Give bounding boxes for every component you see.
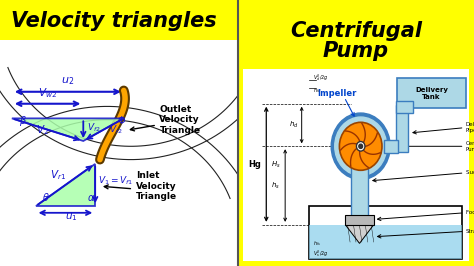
Circle shape xyxy=(359,144,363,148)
Text: $\beta$: $\beta$ xyxy=(19,114,27,128)
Bar xyxy=(309,206,462,259)
FancyBboxPatch shape xyxy=(351,152,368,218)
Text: $V_{f2}$: $V_{f2}$ xyxy=(87,121,100,134)
Polygon shape xyxy=(36,164,95,206)
Text: $V_{r2}$: $V_{r2}$ xyxy=(109,124,124,136)
Text: $h_{fd}$: $h_{fd}$ xyxy=(313,86,322,95)
Text: Suction Pipe: Suction Pipe xyxy=(466,171,474,175)
Text: $h_d$: $h_d$ xyxy=(289,120,298,130)
Text: $u_1$: $u_1$ xyxy=(65,211,78,223)
Text: Delivery
Tank: Delivery Tank xyxy=(415,87,448,99)
FancyBboxPatch shape xyxy=(384,140,399,153)
Text: Centrifugal
Pump: Centrifugal Pump xyxy=(466,141,474,152)
Text: $V_d^2/2g$: $V_d^2/2g$ xyxy=(313,72,329,82)
Text: $h_s$: $h_s$ xyxy=(271,181,280,191)
FancyBboxPatch shape xyxy=(396,105,408,152)
Text: $H_s$: $H_s$ xyxy=(271,160,281,170)
Text: $u_2$: $u_2$ xyxy=(61,76,74,87)
Bar xyxy=(243,69,469,261)
Circle shape xyxy=(335,117,387,176)
Text: Delivery
Pipe: Delivery Pipe xyxy=(466,122,474,133)
Text: Centrifugal: Centrifugal xyxy=(290,20,422,41)
Circle shape xyxy=(339,122,382,170)
FancyBboxPatch shape xyxy=(345,215,374,225)
Circle shape xyxy=(331,113,390,180)
Text: Foot valve: Foot valve xyxy=(466,210,474,215)
Text: $V_1=V_{f1}$: $V_1=V_{f1}$ xyxy=(98,174,133,187)
Text: $V_2$: $V_2$ xyxy=(36,123,49,137)
Text: Impeller: Impeller xyxy=(318,89,357,98)
Circle shape xyxy=(356,142,365,151)
Polygon shape xyxy=(346,225,374,243)
Text: Hg: Hg xyxy=(248,160,261,169)
Text: $\alpha$: $\alpha$ xyxy=(87,193,95,203)
Bar xyxy=(0,40,238,266)
Text: $V_{r1}$: $V_{r1}$ xyxy=(50,168,66,182)
Text: Pump: Pump xyxy=(323,40,389,61)
Text: $V_{w2}$: $V_{w2}$ xyxy=(38,86,57,100)
Text: Strainer: Strainer xyxy=(466,229,474,234)
Text: $h_{fs}$: $h_{fs}$ xyxy=(313,239,321,248)
Text: Inlet
Velocity
Triangle: Inlet Velocity Triangle xyxy=(136,171,177,201)
Text: $\Phi$: $\Phi$ xyxy=(117,114,126,126)
Text: $V_s^2/2g$: $V_s^2/2g$ xyxy=(313,249,329,259)
Bar xyxy=(0,0,238,40)
Text: Outlet
Velocity
Triangle: Outlet Velocity Triangle xyxy=(159,105,201,135)
Text: $\theta$: $\theta$ xyxy=(42,191,49,203)
Bar xyxy=(309,225,462,259)
Text: Velocity triangles: Velocity triangles xyxy=(11,11,217,31)
Polygon shape xyxy=(12,118,124,141)
FancyBboxPatch shape xyxy=(396,101,413,113)
FancyBboxPatch shape xyxy=(397,78,466,108)
